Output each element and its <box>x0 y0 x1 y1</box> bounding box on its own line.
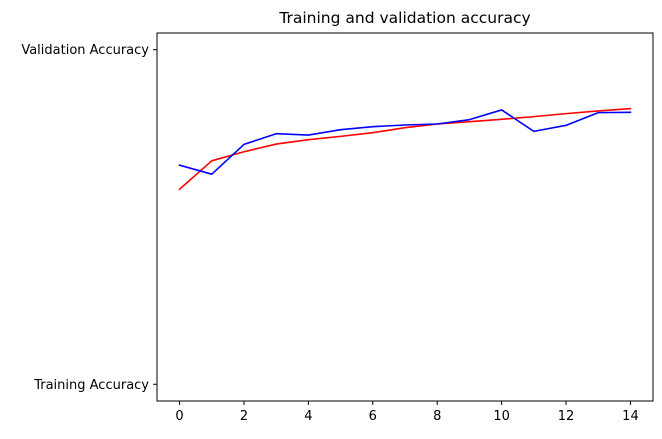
x-tick-label: 8 <box>433 409 441 424</box>
series-line-1 <box>178 109 632 175</box>
chart-title: Training and validation accuracy <box>278 9 530 27</box>
x-tick-label: 2 <box>240 409 248 424</box>
y-axis: Training Accuracy Validation Accuracy <box>21 43 157 393</box>
x-tick-label: 12 <box>558 409 575 424</box>
series-layer <box>178 107 632 191</box>
x-tick-label: 4 <box>304 409 312 424</box>
x-tick-label: 0 <box>175 409 183 424</box>
series-line-0 <box>178 107 632 191</box>
y-tick-label: Training Accuracy <box>33 378 149 393</box>
plot-frame <box>156 32 654 402</box>
x-tick-label: 14 <box>622 409 639 424</box>
x-tick-label: 10 <box>493 409 510 424</box>
x-axis: 0 2 4 6 8 10 12 14 <box>175 401 639 424</box>
y-tick-label: Validation Accuracy <box>21 43 149 58</box>
x-tick-label: 6 <box>369 409 377 424</box>
